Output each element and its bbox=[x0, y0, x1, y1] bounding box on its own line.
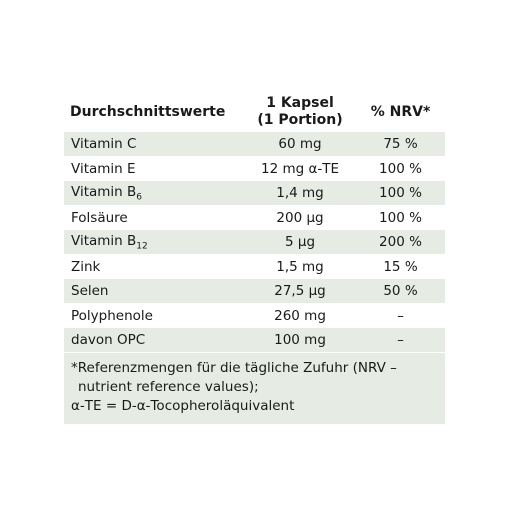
table-row: Selen 27,5 µg 50 % bbox=[64, 279, 445, 303]
nutrient-amount: 1,5 mg bbox=[276, 258, 324, 275]
nutrient-subscript: 6 bbox=[136, 192, 142, 203]
nutrient-nrv: 15 % bbox=[383, 258, 418, 275]
nutrient-subscript: 12 bbox=[136, 241, 148, 252]
footnote: *Referenzmengen für die tägliche Zufuhr … bbox=[64, 353, 445, 424]
nutrient-name-text: Vitamin E bbox=[71, 160, 136, 177]
nutrient-name-text: Selen bbox=[71, 283, 109, 299]
nutrient-name-text: Zink bbox=[71, 258, 101, 275]
header-capsule-line1: 1 Kapsel bbox=[266, 95, 334, 111]
header-capsule-line2: (1 Portion) bbox=[257, 112, 343, 128]
nutrient-amount: 5 µg bbox=[284, 234, 316, 250]
table-row: Zink 1,5 mg 15 % bbox=[64, 255, 445, 279]
nutrient-nrv: 50 % bbox=[383, 283, 418, 299]
table-header: Durchschnittswerte 1 Kapsel (1 Portion) … bbox=[64, 92, 445, 132]
table-row: Vitamin B6 1,4 mg 100 % bbox=[64, 181, 445, 205]
nutrient-name-text: Folsäure bbox=[71, 209, 128, 226]
nutrient-name-text: Vitamin B bbox=[71, 183, 137, 200]
table-body: Vitamin C 60 mg 75 % Vitamin E 12 mg α-TE 100… bbox=[64, 132, 445, 352]
nutrient-nrv: 75 % bbox=[383, 136, 418, 152]
footnote-line2: nutrient reference values); bbox=[78, 379, 259, 395]
nutrient-nrv: – bbox=[397, 307, 404, 324]
nutrient-name-text: Vitamin B bbox=[71, 232, 137, 249]
header-nrv: % NRV* bbox=[370, 104, 431, 120]
footnote-line3: α-TE = D-α-Tocopheroläquivalent bbox=[71, 398, 295, 414]
nutrient-amount: 260 mg bbox=[274, 307, 326, 324]
nutrient-nrv: 200 % bbox=[379, 234, 422, 250]
table-row: davon OPC 100 mg – bbox=[64, 328, 445, 352]
table-row: Polyphenole 260 mg – bbox=[64, 304, 445, 328]
table-row: Vitamin B12 5 µg 200 % bbox=[64, 230, 445, 254]
nutrient-name: Vitamin B6 bbox=[64, 184, 244, 203]
nutrition-table: Durchschnittswerte 1 Kapsel (1 Portion) … bbox=[64, 92, 445, 424]
nutrient-amount: 60 mg bbox=[278, 136, 322, 152]
table-row: Vitamin C 60 mg 75 % bbox=[64, 132, 445, 156]
table-row: Folsäure 200 µg 100 % bbox=[64, 206, 445, 230]
nutrient-nrv: – bbox=[397, 332, 404, 348]
header-averages: Durchschnittswerte bbox=[70, 104, 226, 120]
header-per-capsule: 1 Kapsel (1 Portion) bbox=[244, 95, 356, 129]
nutrient-name: davon OPC bbox=[64, 332, 244, 348]
nutrient-name: Vitamin B12 bbox=[64, 233, 244, 252]
nutrient-amount: 1,4 mg bbox=[276, 185, 324, 201]
nutrient-name: Polyphenole bbox=[64, 308, 244, 324]
nutrient-name-text: davon OPC bbox=[71, 332, 146, 348]
nutrient-amount: 200 µg bbox=[276, 209, 324, 226]
nutrient-name: Selen bbox=[64, 283, 244, 299]
nutrient-name: Vitamin C bbox=[64, 136, 244, 152]
nutrient-name: Zink bbox=[64, 259, 244, 275]
nutrient-name-text: Vitamin C bbox=[71, 136, 137, 152]
nutrient-nrv: 100 % bbox=[379, 160, 422, 177]
nutrient-nrv: 100 % bbox=[379, 209, 422, 226]
footnote-line1: *Referenzmengen für die tägliche Zufuhr … bbox=[71, 360, 397, 376]
nutrient-nrv: 100 % bbox=[379, 185, 422, 201]
nutrient-name: Vitamin E bbox=[64, 161, 244, 177]
nutrient-name-text: Polyphenole bbox=[71, 307, 153, 324]
nutrient-amount: 100 mg bbox=[274, 332, 326, 348]
nutrient-amount: 12 mg α-TE bbox=[260, 160, 340, 177]
table-row: Vitamin E 12 mg α-TE 100 % bbox=[64, 157, 445, 181]
nutrient-amount: 27,5 µg bbox=[274, 283, 326, 299]
nutrient-name: Folsäure bbox=[64, 210, 244, 226]
